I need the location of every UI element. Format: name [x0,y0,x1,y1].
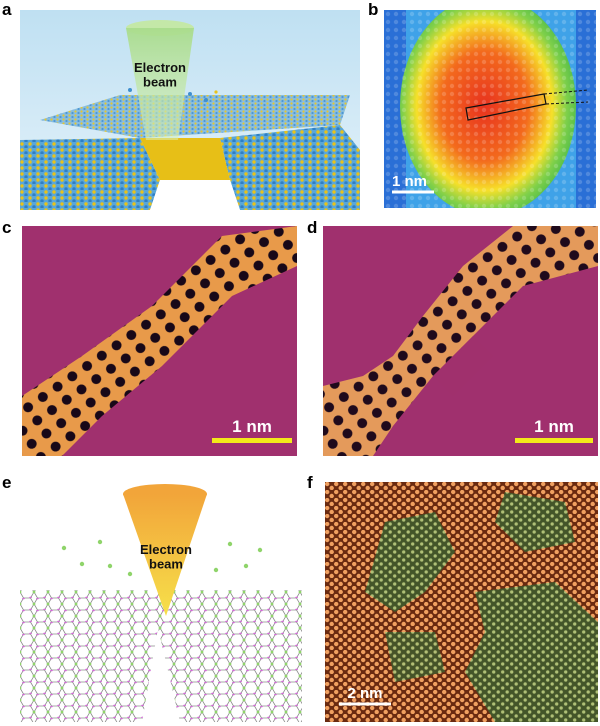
svg-text:2 nm: 2 nm [347,685,382,702]
panel-e-beam-label-line: beam [149,556,183,571]
panel-f-scale-label: 2 nm [347,685,382,702]
panel-c-image: 1 nm [22,226,297,456]
panel-c-scale-label: 1 nm [232,417,272,436]
panel-a-illustration: Electron beam [20,10,360,210]
panel-d-scale-label: 1 nm [534,417,574,436]
panel-label-b: b [368,0,379,19]
svg-text:1 nm: 1 nm [392,173,427,190]
panel-label-d: d [307,218,318,237]
panel-e-beam-label: Electron [140,542,192,557]
panel-a-beam-label-line: beam [143,74,177,89]
panel-label-c: c [2,218,12,237]
panel-label-e: e [2,473,12,492]
panel-label-a: a [2,0,12,19]
panel-label-f: f [307,473,313,492]
panel-d-image: 1 nm [323,226,598,456]
panel-b-scale-label: 1 nm [392,173,427,190]
svg-text:1 nm: 1 nm [232,417,272,436]
panel-e-illustration: Electron beam [20,478,302,722]
panel-f-image: 2 nm [325,482,598,722]
panel-a-beam-label: Electron [134,60,186,75]
svg-text:1 nm: 1 nm [534,417,574,436]
panel-b-image: 1 nm [384,10,596,208]
